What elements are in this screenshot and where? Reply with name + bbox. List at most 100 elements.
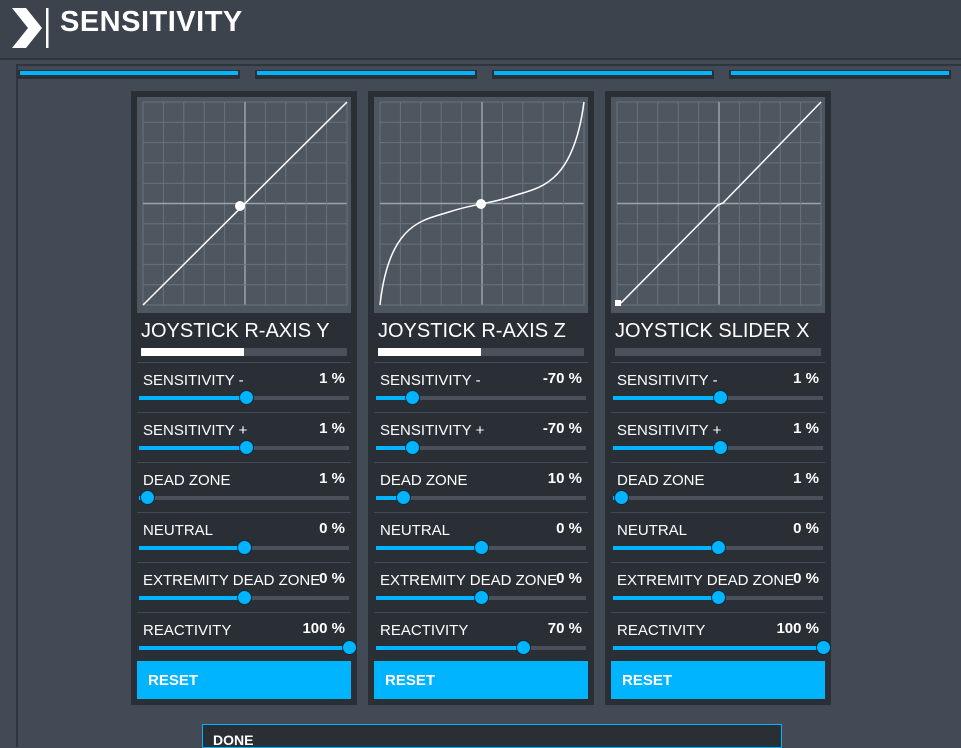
input-level-fill [141,348,244,356]
back-arrow-icon[interactable] [10,6,50,50]
slider-knob[interactable] [140,490,156,505]
slider-track[interactable] [139,640,357,655]
slider-track[interactable] [376,640,586,655]
slider-knob[interactable] [474,540,489,555]
axis-panel-r-axis-z: JOYSTICK R-AXIS Z SENSITIVITY - -70 % SE… [368,91,594,705]
setting-label: REACTIVITY [380,622,469,639]
response-curve [142,101,348,306]
setting-value: 0 % [556,570,582,587]
slider-knob[interactable] [516,640,531,655]
setting-label: EXTREMITY DEAD ZONE [143,572,321,589]
axis-panel-r-axis-y: JOYSTICK R-AXIS Y SENSITIVITY - 1 % SENS… [131,91,357,705]
setting-row-neutral: NEUTRAL 0 % [611,512,825,563]
axis-name: JOYSTICK SLIDER X [615,320,810,342]
setting-label: DEAD ZONE [617,472,705,489]
setting-label: SENSITIVITY + [143,422,248,439]
setting-label: EXTREMITY DEAD ZONE [380,572,558,589]
setting-label: SENSITIVITY - [380,372,481,389]
setting-value: 0 % [319,570,345,587]
slider-track[interactable] [613,490,823,505]
slider-track[interactable] [376,390,586,405]
slider-track[interactable] [376,590,586,605]
input-level-bar [378,348,584,356]
setting-row-reactivity: REACTIVITY 100 % [611,612,831,663]
setting-row-neutral: NEUTRAL 0 % [374,512,588,563]
slider-knob[interactable] [342,640,357,655]
setting-value: 1 % [793,420,819,437]
reset-button[interactable]: RESET [611,661,825,699]
reset-button[interactable]: RESET [137,661,351,699]
done-button[interactable]: DONE [202,724,782,748]
curve-center-point [476,199,486,209]
sensitivity-curve-graph [374,97,588,313]
slider-track[interactable] [376,490,586,505]
setting-value: 1 % [793,470,819,487]
setting-row-dead-zone: DEAD ZONE 1 % [611,462,825,513]
slider-track[interactable] [139,440,349,455]
setting-value: 1 % [319,470,345,487]
setting-label: SENSITIVITY - [143,372,244,389]
done-label: DONE [213,732,254,748]
input-level-bar [615,348,821,356]
setting-label: REACTIVITY [617,622,706,639]
setting-row-sensitivity-minus: SENSITIVITY - 1 % [611,362,825,413]
slider-knob[interactable] [711,540,726,555]
slider-track[interactable] [139,390,349,405]
reset-button[interactable]: RESET [374,661,588,699]
slider-track[interactable] [139,540,349,555]
setting-label: SENSITIVITY + [617,422,722,439]
slider-knob[interactable] [404,390,420,405]
setting-row-extremity-dead-zone: EXTREMITY DEAD ZONE 0 % [137,562,351,613]
response-curve [620,101,822,304]
tab-4[interactable] [729,70,951,79]
setting-value: 0 % [556,520,582,537]
setting-label: EXTREMITY DEAD ZONE [617,572,795,589]
setting-label: NEUTRAL [143,522,214,539]
setting-label: SENSITIVITY - [617,372,718,389]
setting-row-dead-zone: DEAD ZONE 1 % [137,462,351,513]
slider-knob[interactable] [396,490,412,505]
setting-value: 1 % [793,370,819,387]
slider-knob[interactable] [239,390,255,405]
header-bar: SENSITIVITY [0,0,961,60]
slider-knob[interactable] [474,590,489,605]
tab-3[interactable] [492,70,714,79]
slider-knob[interactable] [237,540,252,555]
slider-track[interactable] [613,590,823,605]
setting-row-neutral: NEUTRAL 0 % [137,512,351,563]
content-frame [16,64,961,747]
slider-track[interactable] [376,540,586,555]
tab-2[interactable] [255,70,477,79]
setting-value: 100 % [776,620,819,637]
input-level-fill [378,348,481,356]
slider-knob[interactable] [404,440,420,455]
curve-center-point [235,201,245,211]
setting-value: 0 % [793,520,819,537]
setting-row-sensitivity-minus: SENSITIVITY - 1 % [137,362,351,413]
slider-knob[interactable] [816,640,831,655]
setting-value: -70 % [542,420,582,437]
setting-value: 70 % [547,620,582,637]
slider-track[interactable] [139,590,349,605]
tab-1[interactable] [18,70,240,79]
setting-value: 1 % [319,420,345,437]
slider-knob[interactable] [239,440,255,455]
slider-track[interactable] [613,640,831,655]
slider-track[interactable] [613,540,823,555]
slider-knob[interactable] [713,440,729,455]
slider-knob[interactable] [237,590,252,605]
slider-knob[interactable] [713,390,729,405]
setting-row-reactivity: REACTIVITY 100 % [137,612,357,663]
slider-track[interactable] [139,490,349,505]
curve-svg [142,101,348,306]
sensitivity-curve-graph [611,97,825,313]
slider-knob[interactable] [711,590,726,605]
slider-track[interactable] [613,440,823,455]
slider-track[interactable] [613,390,823,405]
setting-row-sensitivity-plus: SENSITIVITY + 1 % [137,412,351,463]
input-level-bar [141,348,347,356]
slider-knob[interactable] [614,490,630,505]
slider-track[interactable] [376,440,586,455]
axis-panel-slider-x: JOYSTICK SLIDER X SENSITIVITY - 1 % SENS… [605,91,831,705]
setting-value: -70 % [542,370,582,387]
